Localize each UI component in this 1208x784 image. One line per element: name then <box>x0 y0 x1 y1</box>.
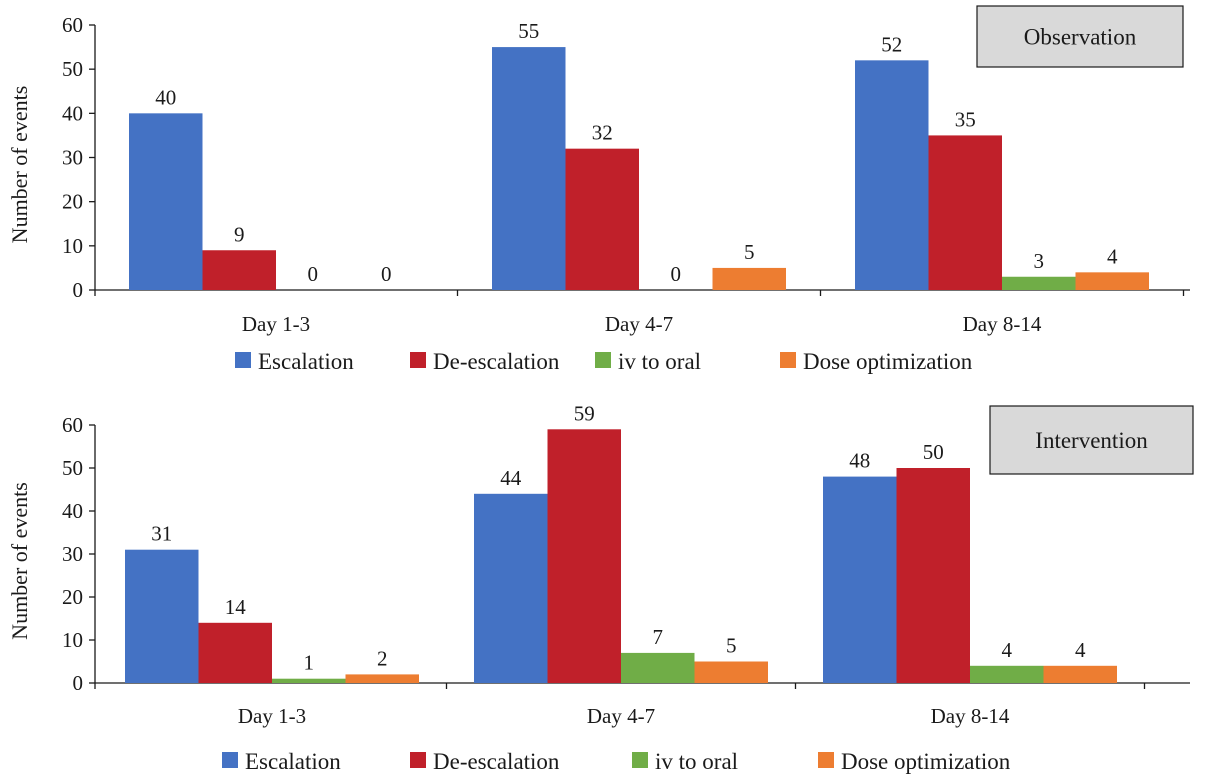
data-label-de-escalation-day-4-7: 59 <box>574 401 595 425</box>
y-axis-title: Number of events <box>7 482 32 640</box>
bar-dose-optimization-day-8-14 <box>1075 272 1149 290</box>
y-tick-label: 10 <box>62 234 83 258</box>
data-label-dose-optimization-day-1-3: 0 <box>381 262 392 286</box>
y-tick-label: 50 <box>62 57 83 81</box>
x-tick-label: Day 8-14 <box>931 704 1010 728</box>
legend-swatch-de-escalation <box>410 352 426 368</box>
x-tick-label: Day 1-3 <box>242 312 310 336</box>
legend-label-escalation: Escalation <box>245 749 341 774</box>
data-label-dose-optimization-day-1-3: 2 <box>377 646 388 670</box>
data-label-escalation-day-4-7: 44 <box>500 466 522 490</box>
data-label-iv-to-oral-day-1-3: 1 <box>304 651 315 675</box>
x-tick-label: Day 8-14 <box>963 312 1042 336</box>
y-tick-label: 40 <box>62 499 83 523</box>
x-tick-label: Day 1-3 <box>238 704 306 728</box>
y-tick-label: 0 <box>73 278 84 302</box>
bar-escalation-day-8-14 <box>823 476 897 683</box>
data-label-escalation-day-8-14: 52 <box>881 32 902 56</box>
data-label-dose-optimization-day-4-7: 5 <box>726 634 737 658</box>
legend-label-dose-optimization: Dose optimization <box>841 749 1011 774</box>
bar-dose-optimization-day-1-3 <box>345 674 419 683</box>
bar-de-escalation-day-4-7 <box>547 429 621 683</box>
y-tick-label: 20 <box>62 190 83 214</box>
bar-de-escalation-day-1-3 <box>202 250 276 290</box>
data-label-de-escalation-day-8-14: 35 <box>955 107 976 131</box>
data-label-de-escalation-day-1-3: 9 <box>234 222 245 246</box>
bar-de-escalation-day-8-14 <box>928 135 1002 290</box>
bar-de-escalation-day-8-14 <box>896 468 970 683</box>
data-label-escalation-day-4-7: 55 <box>518 19 539 43</box>
data-label-iv-to-oral-day-8-14: 4 <box>1002 638 1013 662</box>
data-label-de-escalation-day-1-3: 14 <box>225 595 247 619</box>
panel-title-box <box>976 5 1184 68</box>
legend-label-escalation: Escalation <box>258 349 354 374</box>
legend-swatch-dose-optimization <box>780 352 796 368</box>
legend-swatch-escalation <box>235 352 251 368</box>
bar-escalation-day-1-3 <box>129 113 203 290</box>
legend-swatch-iv-to-oral <box>632 752 648 768</box>
y-tick-label: 0 <box>73 671 84 695</box>
legend-swatch-iv-to-oral <box>595 352 611 368</box>
x-tick-label: Day 4-7 <box>587 704 655 728</box>
y-tick-label: 50 <box>62 456 83 480</box>
legend-label-de-escalation: De-escalation <box>433 749 560 774</box>
panel-title: Observation <box>1024 25 1137 50</box>
legend-label-dose-optimization: Dose optimization <box>803 349 973 374</box>
bar-iv-to-oral-day-8-14 <box>970 665 1044 683</box>
data-label-dose-optimization-day-8-14: 4 <box>1075 638 1086 662</box>
bar-escalation-day-4-7 <box>492 47 566 291</box>
bar-de-escalation-day-4-7 <box>565 148 639 290</box>
data-label-escalation-day-8-14: 48 <box>849 449 870 473</box>
data-label-escalation-day-1-3: 40 <box>155 85 176 109</box>
panel-title: Intervention <box>1035 428 1148 453</box>
legend-swatch-escalation <box>222 752 238 768</box>
y-tick-label: 20 <box>62 585 83 609</box>
data-label-escalation-day-1-3: 31 <box>151 522 172 546</box>
y-tick-label: 40 <box>62 101 83 125</box>
data-label-iv-to-oral-day-4-7: 0 <box>671 262 682 286</box>
bar-escalation-day-1-3 <box>125 549 199 683</box>
legend: Escalation De-escalation iv to oral Dose op… <box>222 749 1011 774</box>
bar-dose-optimization-day-8-14 <box>1043 665 1117 683</box>
data-label-iv-to-oral-day-4-7: 7 <box>653 625 664 649</box>
data-label-de-escalation-day-4-7: 32 <box>592 121 613 145</box>
legend-swatch-de-escalation <box>410 752 426 768</box>
bar-escalation-day-8-14 <box>855 60 929 291</box>
bar-escalation-day-4-7 <box>474 493 548 683</box>
data-label-dose-optimization-day-4-7: 5 <box>744 240 755 264</box>
data-label-iv-to-oral-day-8-14: 3 <box>1034 249 1045 273</box>
legend: Escalation De-escalation iv to oral Dose op… <box>235 349 973 374</box>
bar-iv-to-oral-day-8-14 <box>1002 276 1076 290</box>
data-label-iv-to-oral-day-1-3: 0 <box>308 262 319 286</box>
bar-de-escalation-day-1-3 <box>198 622 272 683</box>
legend-swatch-dose-optimization <box>818 752 834 768</box>
panel-title-box <box>989 405 1194 475</box>
y-tick-label: 10 <box>62 628 83 652</box>
data-label-dose-optimization-day-8-14: 4 <box>1107 244 1118 268</box>
data-label-de-escalation-day-8-14: 50 <box>923 440 944 464</box>
bar-iv-to-oral-day-4-7 <box>621 652 695 683</box>
bar-iv-to-oral-day-1-3 <box>272 678 346 683</box>
legend-label-de-escalation: De-escalation <box>433 349 560 374</box>
y-tick-label: 60 <box>62 13 83 37</box>
y-tick-label: 60 <box>62 413 83 437</box>
legend-label-iv-to-oral: iv to oral <box>655 749 738 774</box>
y-axis-title: Number of events <box>7 86 32 244</box>
legend-label-iv-to-oral: iv to oral <box>618 349 701 374</box>
y-tick-label: 30 <box>62 146 83 170</box>
bar-dose-optimization-day-4-7 <box>694 661 768 683</box>
y-tick-label: 30 <box>62 542 83 566</box>
bar-dose-optimization-day-4-7 <box>712 267 786 290</box>
x-tick-label: Day 4-7 <box>605 312 673 336</box>
